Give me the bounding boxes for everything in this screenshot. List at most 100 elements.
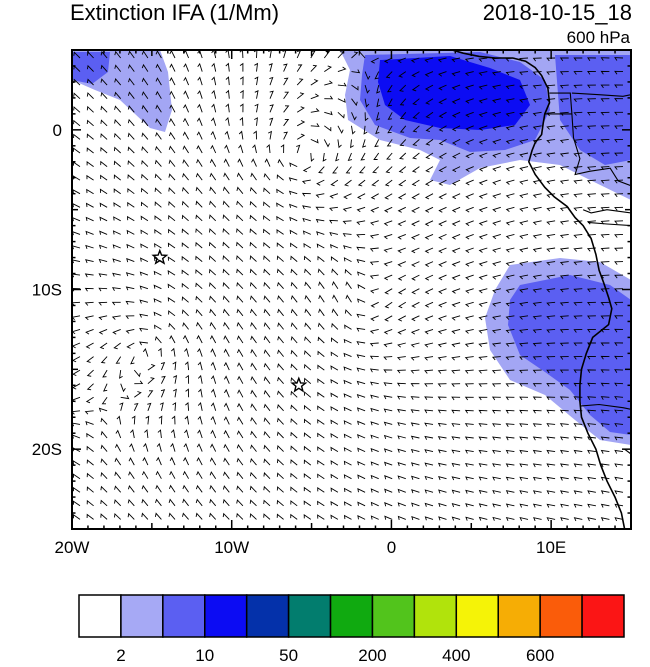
wind-barb (318, 294, 325, 303)
wind-barb (290, 472, 298, 480)
wind-barb (532, 356, 542, 360)
wind-barb (478, 342, 488, 348)
wind-barb (573, 111, 583, 116)
wind-barb (303, 404, 312, 412)
wind-barb (559, 84, 569, 89)
wind-barb (155, 77, 162, 86)
wind-barb (376, 84, 381, 94)
colorbar: 2 10 50 200 400 600 (78, 594, 625, 665)
wind-barb (586, 152, 596, 157)
wind-barb (86, 133, 94, 140)
wind-barb (505, 436, 515, 441)
wind-barb (600, 288, 610, 292)
wind-barb (532, 84, 542, 89)
wind-barb (86, 78, 94, 86)
wind-barb (99, 230, 108, 235)
wind-barb (438, 220, 447, 227)
wind-barb (386, 84, 393, 93)
wind-barb (410, 435, 420, 440)
wind-barb (397, 488, 406, 494)
wind-barb (397, 475, 406, 480)
wind-barb (250, 416, 257, 425)
wind-barb (263, 444, 271, 452)
wind-barb (364, 84, 370, 94)
colorbar-box (329, 594, 374, 638)
wind-barb (560, 517, 569, 522)
wind-barb (72, 245, 81, 250)
wind-barb (72, 161, 81, 167)
wind-barb (600, 247, 610, 252)
wind-barb (399, 98, 407, 106)
wind-barb (139, 313, 148, 318)
wind-barb (600, 409, 610, 414)
wind-barb (304, 308, 312, 317)
wind-barb (154, 229, 162, 235)
wind-barb (343, 193, 352, 200)
wind-barb (86, 472, 94, 480)
wind-barb (290, 295, 298, 303)
wind-barb (370, 434, 379, 439)
wind-barb (183, 443, 190, 452)
wind-barb (290, 431, 298, 439)
wind-barb (614, 193, 624, 198)
wind-barb (614, 84, 624, 89)
wind-barb (290, 308, 298, 317)
wind-barb (357, 420, 366, 425)
wind-barb (185, 388, 190, 398)
wind-barb (210, 402, 217, 411)
wind-barb (236, 512, 244, 520)
wind-barb (252, 144, 257, 154)
wind-barb (223, 321, 230, 330)
wind-barb (587, 301, 596, 306)
wind-barb (182, 159, 189, 167)
wind-barb (410, 328, 420, 335)
wind-barb (369, 247, 379, 252)
wind-barb (317, 322, 325, 330)
wind-barb (141, 512, 149, 520)
wind-barb (249, 186, 257, 195)
wind-barb (343, 245, 352, 250)
wind-barb (222, 186, 230, 194)
wind-barb (437, 57, 447, 63)
wind-barb (356, 206, 366, 213)
wind-barb (586, 288, 596, 293)
wind-barb (519, 125, 529, 131)
wind-barb (343, 338, 352, 344)
wind-barb (129, 443, 135, 452)
wind-barb (182, 322, 189, 330)
colorbar-box (455, 594, 499, 638)
wind-barb (614, 247, 624, 252)
wind-barb (546, 503, 556, 508)
wind-barb (560, 463, 569, 468)
wind-barb (600, 125, 610, 130)
wind-barb (182, 186, 189, 195)
wind-barb (375, 112, 381, 121)
wind-barb (492, 503, 501, 508)
wind-barb (411, 315, 420, 322)
wind-barb (114, 443, 122, 452)
wind-barb (492, 516, 501, 521)
wind-barb (153, 298, 162, 303)
wind-barb (181, 296, 189, 303)
wind-barb (573, 436, 583, 441)
wind-barb (197, 402, 203, 411)
wind-barb (573, 517, 583, 522)
wind-barb (196, 131, 203, 140)
wind-barb (276, 472, 284, 480)
wind-barb (251, 158, 257, 167)
wind-barb (384, 502, 393, 507)
wind-barb (329, 206, 338, 212)
wind-barb (168, 322, 176, 330)
wind-barb (383, 434, 393, 440)
wind-barb (317, 500, 325, 507)
wind-barb (84, 410, 94, 415)
wind-barb (85, 420, 94, 426)
wind-barb (438, 71, 447, 77)
wind-barb (438, 139, 447, 146)
wind-barb (141, 159, 149, 167)
wind-barb (357, 434, 366, 439)
wind-barb (141, 484, 149, 493)
wind-barb (505, 138, 515, 145)
wind-barb (411, 84, 420, 92)
wind-barb (210, 117, 217, 126)
